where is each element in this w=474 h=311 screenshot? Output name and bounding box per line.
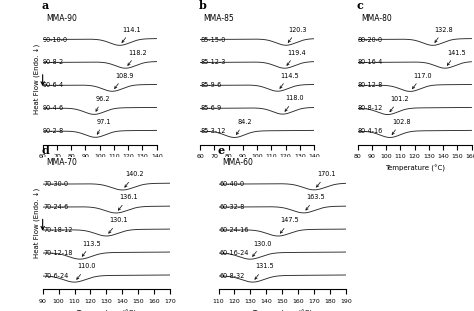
- Text: 114.5: 114.5: [280, 72, 299, 88]
- Text: 60-16-24: 60-16-24: [219, 250, 248, 256]
- Text: 108.9: 108.9: [115, 73, 134, 88]
- Text: d: d: [41, 145, 49, 156]
- Text: 60-24-16: 60-24-16: [219, 227, 248, 233]
- Text: 70-24-6: 70-24-6: [43, 204, 68, 210]
- Text: MMA-60: MMA-60: [222, 158, 253, 167]
- Text: 80-20-0: 80-20-0: [358, 36, 383, 43]
- Text: 90-4-6: 90-4-6: [43, 105, 64, 111]
- Text: 70-30-0: 70-30-0: [43, 181, 68, 187]
- Text: 85-6-9: 85-6-9: [201, 105, 222, 111]
- Text: 118.2: 118.2: [128, 49, 147, 65]
- Text: 85-12-3: 85-12-3: [201, 59, 226, 65]
- Text: 80-4-16: 80-4-16: [358, 128, 383, 134]
- Text: 85-15-0: 85-15-0: [201, 36, 226, 43]
- Text: 131.5: 131.5: [255, 263, 274, 279]
- Text: 97.1: 97.1: [97, 119, 111, 134]
- Text: a: a: [42, 0, 49, 11]
- Text: 130.0: 130.0: [253, 240, 272, 256]
- Text: 163.5: 163.5: [306, 194, 325, 210]
- X-axis label: Temperature (°C): Temperature (°C): [384, 165, 445, 172]
- Text: 70-18-12: 70-18-12: [43, 227, 73, 233]
- Text: 90-10-0: 90-10-0: [43, 36, 68, 43]
- Text: 102.8: 102.8: [392, 119, 410, 135]
- Text: 114.1: 114.1: [122, 27, 141, 43]
- Text: 170.1: 170.1: [317, 171, 336, 187]
- Text: 84.2: 84.2: [237, 119, 252, 134]
- Text: 96.2: 96.2: [95, 96, 110, 111]
- Text: 136.1: 136.1: [118, 194, 138, 210]
- Text: 101.2: 101.2: [390, 96, 409, 112]
- Text: 85-9-6: 85-9-6: [201, 82, 222, 88]
- Text: MMA-85: MMA-85: [203, 14, 234, 23]
- Y-axis label: Heat Flow (Endo. ↓): Heat Flow (Endo. ↓): [33, 44, 40, 114]
- Text: 132.8: 132.8: [435, 27, 453, 42]
- Text: 117.0: 117.0: [412, 73, 432, 89]
- Text: e: e: [217, 145, 224, 156]
- Text: 140.2: 140.2: [125, 171, 144, 187]
- Text: 141.5: 141.5: [447, 49, 466, 65]
- Text: 113.5: 113.5: [82, 240, 101, 256]
- Y-axis label: Heat Flow (Endo. ↓): Heat Flow (Endo. ↓): [33, 188, 40, 258]
- Text: MMA-90: MMA-90: [46, 14, 77, 23]
- X-axis label: Temperature (°C): Temperature (°C): [227, 165, 287, 172]
- Text: 80-16-4: 80-16-4: [358, 59, 383, 65]
- Text: MMA-80: MMA-80: [361, 14, 392, 23]
- Text: 147.5: 147.5: [281, 217, 299, 233]
- Text: 120.3: 120.3: [288, 27, 307, 42]
- Text: 90-8-2: 90-8-2: [43, 59, 64, 65]
- Text: c: c: [356, 0, 363, 11]
- Text: 80-12-8: 80-12-8: [358, 82, 383, 88]
- Text: 90-6-4: 90-6-4: [43, 82, 64, 88]
- Text: MMA-70: MMA-70: [46, 158, 77, 167]
- Text: 80-8-12: 80-8-12: [358, 105, 383, 111]
- Text: 70-6-24: 70-6-24: [43, 273, 68, 279]
- Text: 118.0: 118.0: [285, 95, 304, 111]
- Text: 130.1: 130.1: [109, 217, 128, 233]
- Text: 60-32-8: 60-32-8: [219, 204, 244, 210]
- Text: 90-2-8: 90-2-8: [43, 128, 64, 134]
- Text: 60-8-32: 60-8-32: [219, 273, 244, 279]
- Text: 60-40-0: 60-40-0: [219, 181, 244, 187]
- Text: 85-3-12: 85-3-12: [201, 128, 226, 134]
- X-axis label: Temperature (°C): Temperature (°C): [70, 165, 130, 172]
- Text: 110.0: 110.0: [77, 263, 96, 279]
- Text: 119.4: 119.4: [287, 49, 306, 65]
- Text: b: b: [199, 0, 207, 11]
- X-axis label: Temperature (°C): Temperature (°C): [252, 309, 312, 311]
- Text: 70-12-18: 70-12-18: [43, 250, 73, 256]
- X-axis label: Temperature (°C): Temperature (°C): [76, 309, 137, 311]
